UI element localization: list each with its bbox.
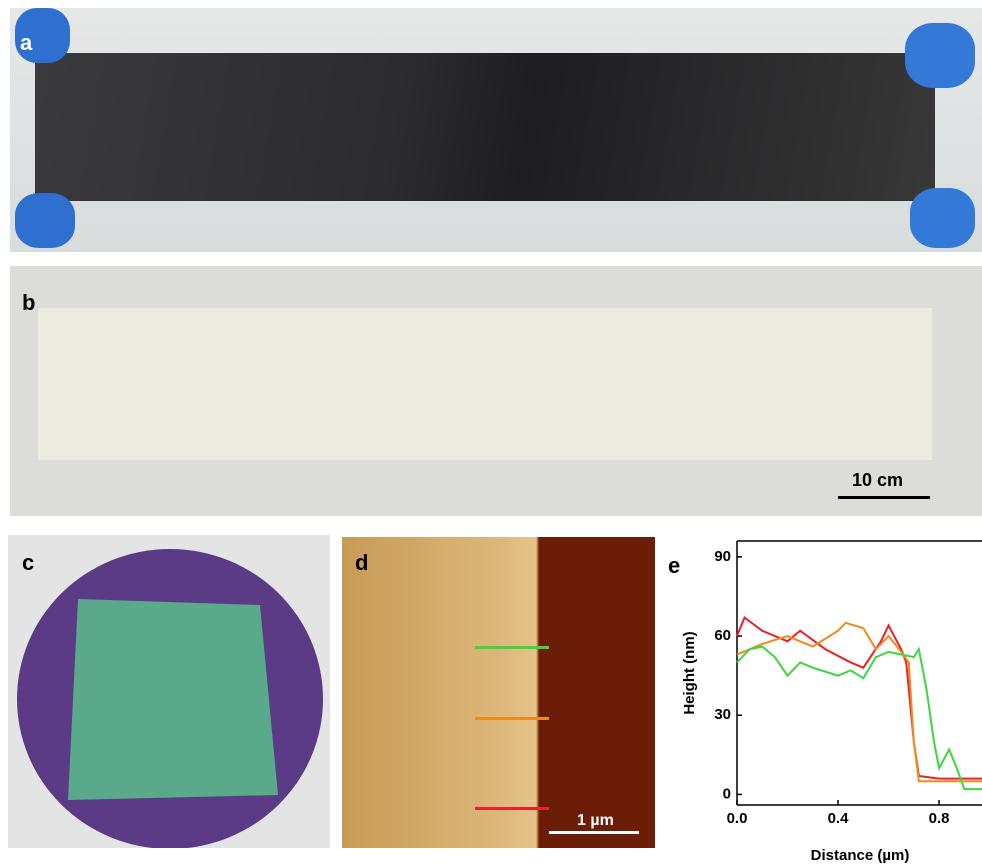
- x-tick-label: 0.4: [828, 810, 850, 827]
- chart: Distance (µm) Height (nm) 0 30 60 90 0.0 0.4 0…: [0, 0, 982, 866]
- y-tick-label: 60: [714, 627, 731, 644]
- x-tick-label: 0.8: [929, 810, 950, 827]
- data-line: [737, 618, 982, 779]
- x-axis-label: Distance (µm): [811, 847, 910, 864]
- y-tick-label: 90: [714, 548, 731, 565]
- data-line: [737, 647, 982, 790]
- y-tick-label: 30: [714, 706, 731, 723]
- y-axis-label: Height (nm): [681, 631, 698, 714]
- x-tick-label: 0.0: [727, 810, 748, 827]
- page: a b 10 cm c d 1 µm e Distance (µm) Heigh…: [0, 0, 982, 866]
- figure: a b 10 cm c d 1 µm e Distance (µm) Heigh…: [0, 0, 982, 866]
- y-tick-label: 0: [723, 785, 731, 802]
